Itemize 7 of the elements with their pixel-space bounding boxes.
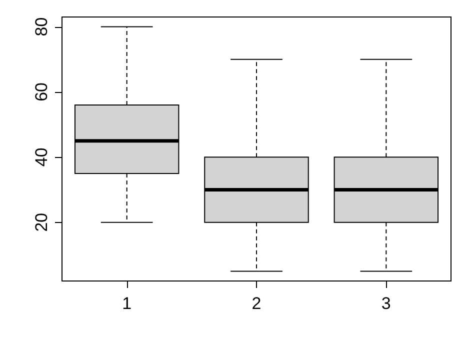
y-tick-label: 20 — [32, 212, 51, 232]
x-tick-label: 2 — [252, 294, 262, 313]
y-tick-label: 40 — [32, 148, 51, 167]
x-tick-label: 1 — [122, 294, 132, 313]
y-tick-label: 60 — [32, 82, 51, 102]
y-tick-label: 80 — [32, 17, 51, 36]
x-tick-label: 3 — [381, 294, 391, 313]
